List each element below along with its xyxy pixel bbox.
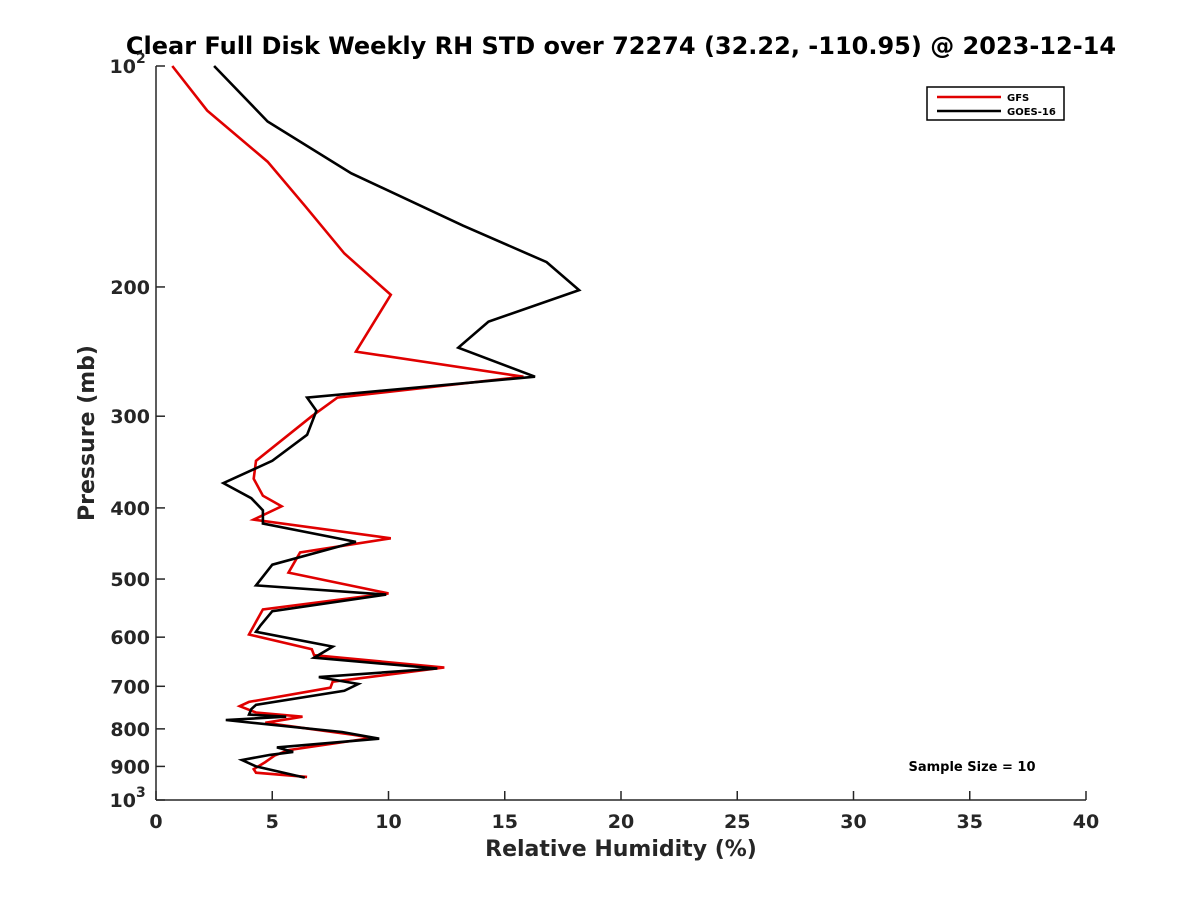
x-tick-label: 30 <box>840 811 866 833</box>
x-tick-label: 0 <box>149 811 162 833</box>
legend-label-goes16: GOES-16 <box>1007 107 1056 118</box>
x-tick-label: 25 <box>724 811 750 833</box>
chart-title: Clear Full Disk Weekly RH STD over 72274… <box>126 32 1116 60</box>
y-tick-label: 200 <box>110 277 150 299</box>
x-tick-label: 10 <box>375 811 401 833</box>
x-axis-label: Relative Humidity (%) <box>485 837 757 862</box>
sample-size-annotation: Sample Size = 10 <box>908 760 1035 775</box>
plot-area <box>156 66 1086 800</box>
legend-box <box>926 86 1065 121</box>
y-tick-exponent: 2 <box>136 51 146 67</box>
y-tick-label: 900 <box>110 756 150 778</box>
series-layer <box>171 65 582 779</box>
x-tick-label: 15 <box>492 811 518 833</box>
y-tick-label: 500 <box>110 569 150 591</box>
y-tick-label: 700 <box>110 676 150 698</box>
y-tick-label: 600 <box>110 627 150 649</box>
x-tick-label: 5 <box>266 811 279 833</box>
x-tick-label: 35 <box>957 811 983 833</box>
y-tick-label: 10 <box>110 56 136 78</box>
x-tick-label: 20 <box>608 811 634 833</box>
y-axis-label: Pressure (mb) <box>75 345 100 521</box>
series-line-goes16 <box>213 65 582 779</box>
y-tick-label: 10 <box>110 790 136 812</box>
y-tick-label: 800 <box>110 719 150 741</box>
y-tick-label: 400 <box>110 498 150 520</box>
legend: GFS GOES-16 <box>926 86 1065 121</box>
y-tick-exponent: 3 <box>136 785 146 801</box>
legend-label-gfs: GFS <box>1007 93 1029 104</box>
x-tick-label: 40 <box>1073 811 1099 833</box>
x-axis-ticks: 0 5 10 15 20 25 30 35 40 <box>149 791 1099 833</box>
y-tick-label: 300 <box>110 406 150 428</box>
